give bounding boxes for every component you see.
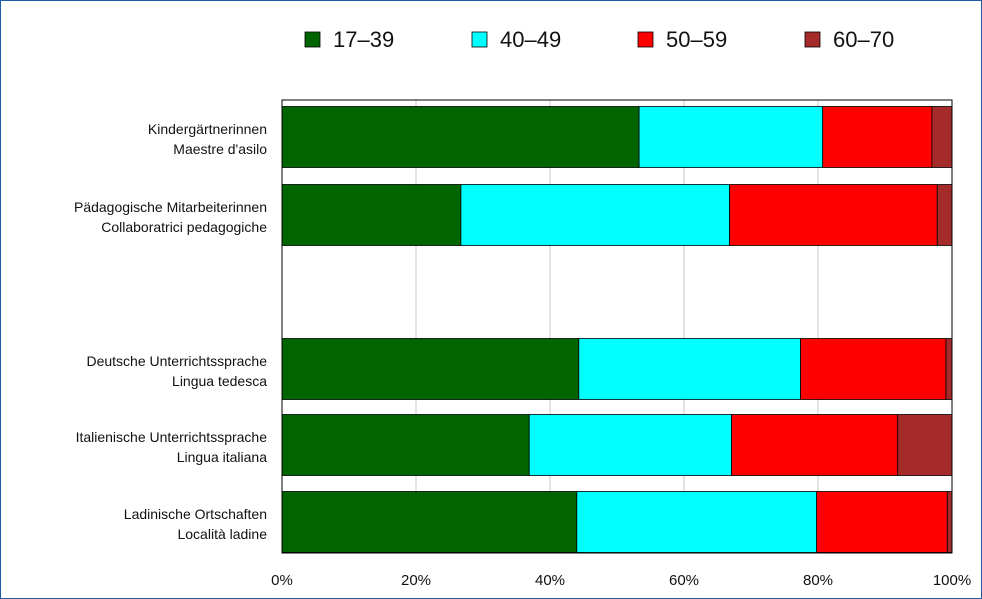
x-tick-label: 80% — [803, 572, 833, 589]
bar-segment — [281, 184, 462, 246]
bar-segment — [638, 106, 824, 168]
bar-segment — [281, 491, 578, 553]
x-tick-label: 20% — [401, 572, 431, 589]
bar-segment — [281, 106, 640, 168]
bar-segment — [946, 491, 953, 553]
bar-segment — [936, 184, 953, 246]
legend-label: 50–59 — [666, 27, 727, 52]
bar-segment — [731, 414, 899, 476]
category-label: Lingua italiana — [177, 449, 268, 465]
category-label: Località ladine — [177, 526, 267, 542]
x-tick-label: 40% — [535, 572, 565, 589]
legend-swatch — [471, 31, 488, 48]
legend-swatch — [804, 31, 821, 48]
plot-area — [282, 100, 952, 553]
category-label: Pädagogische Mitarbeiterinnen — [74, 199, 267, 215]
category-label: Kindergärtnerinnen — [148, 121, 267, 137]
legend-label: 17–39 — [333, 27, 394, 52]
bar-segment — [281, 338, 580, 400]
bar-segment — [578, 338, 801, 400]
category-label: Ladinische Ortschaften — [124, 506, 267, 522]
category-label: Deutsche Unterrichtssprache — [86, 353, 267, 369]
bar-segment — [800, 338, 947, 400]
category-label: Lingua tedesca — [172, 373, 267, 389]
category-label: Maestre d'asilo — [173, 141, 267, 157]
bar-segment — [729, 184, 938, 246]
bar-segment — [460, 184, 730, 246]
bar-segment — [528, 414, 732, 476]
bar-segment — [897, 414, 953, 476]
x-tick-label: 60% — [669, 572, 699, 589]
legend-label: 40–49 — [500, 27, 561, 52]
x-tick-label: 100% — [933, 572, 971, 589]
legend-swatch — [304, 31, 321, 48]
legend-swatch — [637, 31, 654, 48]
x-tick-label: 0% — [271, 572, 293, 589]
bar-segment — [945, 338, 953, 400]
bar-segment — [576, 491, 818, 553]
legend-label: 60–70 — [833, 27, 894, 52]
bar-segment — [931, 106, 953, 168]
plot-border — [281, 99, 953, 554]
bar-segment — [822, 106, 933, 168]
category-label: Italienische Unterrichtssprache — [76, 429, 268, 445]
bar-segment — [816, 491, 948, 553]
category-label: Collaboratrici pedagogiche — [101, 219, 267, 235]
bar-segment — [281, 414, 530, 476]
